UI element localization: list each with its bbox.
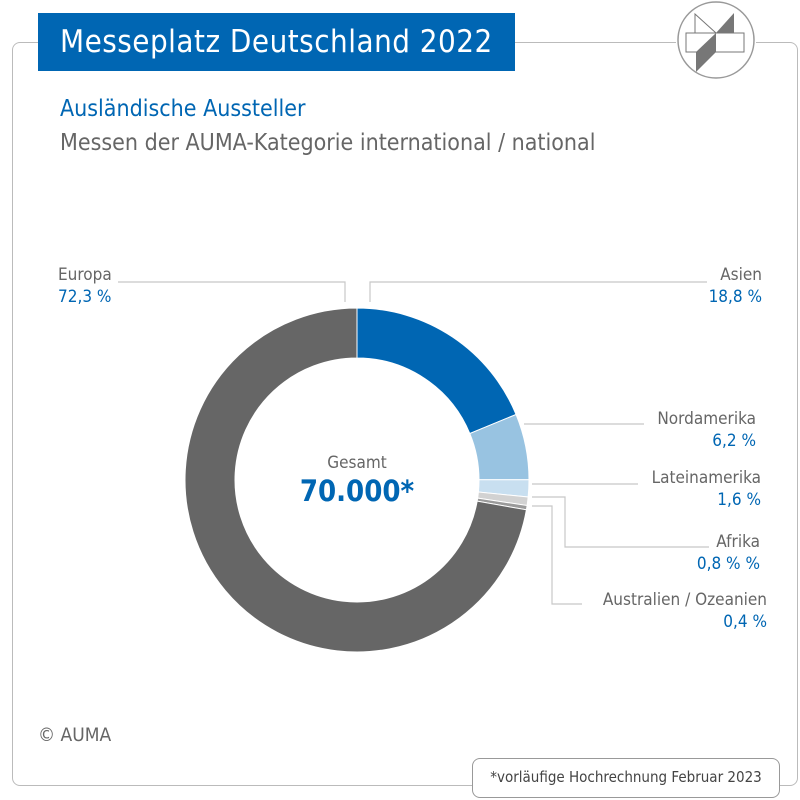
leader-asien <box>369 281 707 302</box>
footnote: *vorläufige Hochrechnung Februar 2023 <box>472 758 780 798</box>
leader-australien <box>532 505 582 605</box>
label-nordamerika: Nordamerika 6,2 % <box>657 409 756 451</box>
auma-logo <box>676 0 756 80</box>
page-title: Messeplatz Deutschland 2022 <box>60 24 493 60</box>
center-label: Gesamt <box>327 453 387 473</box>
center-value: 70.000* <box>299 474 415 508</box>
label-asien: Asien 18,8 % <box>708 265 762 307</box>
slice-europa <box>184 307 527 653</box>
title-banner: Messeplatz Deutschland 2022 <box>38 13 515 71</box>
label-afrika: Afrika 0,8 % % <box>696 532 760 574</box>
label-australien: Australien / Ozeanien 0,4 % <box>602 590 767 632</box>
copyright: © AUMA <box>38 724 112 746</box>
chart-subtitle-2: Messen der AUMA-Kategorie international … <box>60 130 596 156</box>
chart-subtitle: Ausländische Aussteller <box>60 96 306 122</box>
leader-europa <box>118 281 346 302</box>
label-lateinamerika: Lateinamerika 1,6 % <box>651 468 761 510</box>
slice-asien <box>356 307 517 435</box>
label-europa: Europa 72,3 % <box>58 265 112 307</box>
leader-afrika <box>532 496 709 548</box>
